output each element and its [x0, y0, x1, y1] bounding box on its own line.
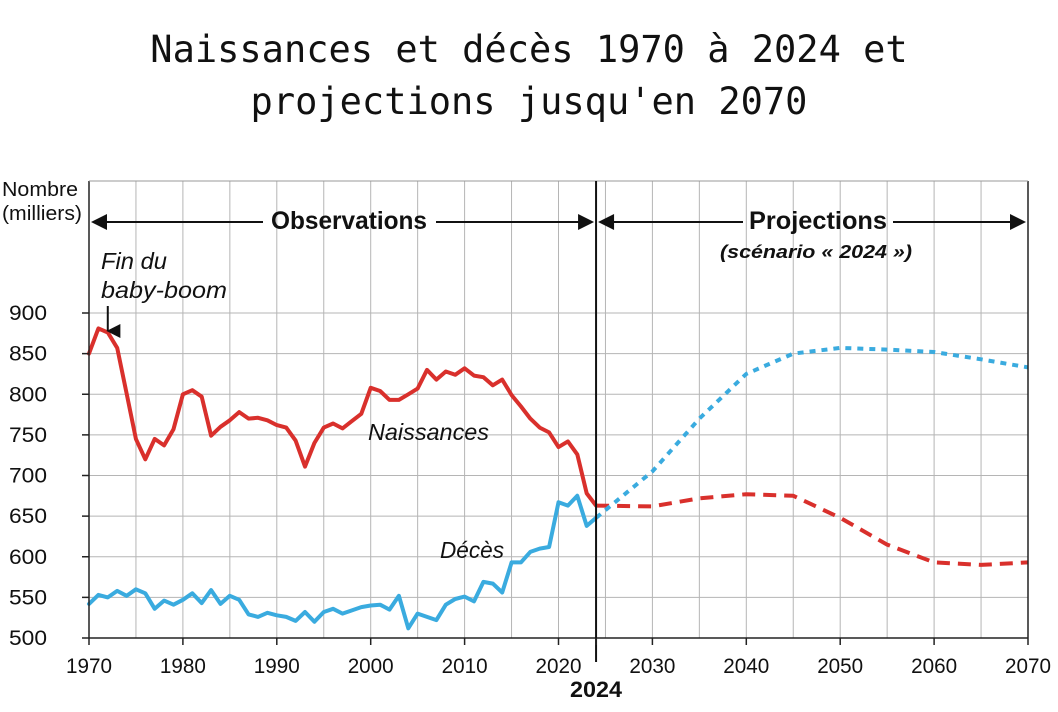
series-line-3 [594, 345, 1029, 520]
observations-arrowhead-left [91, 214, 107, 230]
x-tick-label-1970: 1970 [66, 655, 112, 678]
y-tick-label-500: 500 [9, 627, 47, 650]
x-tick-label-2040: 2040 [723, 655, 769, 678]
series-line-1 [596, 492, 1029, 567]
x-tick-label-2070: 2070 [1005, 655, 1051, 678]
period-label-observations: Observations [271, 207, 427, 235]
y-axis-label-line-1: Nombre [2, 179, 78, 201]
y-axis-label-line-2: (milliers) [2, 203, 82, 225]
x-tick-label-divider: 2024 [570, 677, 623, 702]
period-label-projections-scenario: (scénario « 2024 ») [720, 242, 912, 262]
series-label-naissances: Naissances [368, 419, 490, 445]
x-tick-label-2060: 2060 [911, 655, 957, 678]
x-tick-label-1980: 1980 [160, 655, 206, 678]
x-tick-label-2020: 2020 [536, 655, 582, 678]
series-line-2 [87, 493, 599, 631]
y-tick-label-700: 700 [9, 465, 47, 488]
y-tick-label-800: 800 [9, 383, 47, 406]
x-tick-label-2030: 2030 [629, 655, 675, 678]
x-tick-label-2050: 2050 [817, 655, 863, 678]
annotation-baby-boom-line-1: Fin du [101, 248, 167, 274]
chart-title-line-1: Naissances et décès 1970 à 2024 et [150, 28, 908, 71]
series-label-deces: Décès [440, 537, 504, 563]
grid [89, 181, 1028, 638]
y-tick-label-850: 850 [9, 343, 47, 366]
period-label-projections: Projections [749, 207, 887, 235]
labels: Nombre (milliers) Observations Projectio… [2, 179, 1026, 563]
x-tick-label-2000: 2000 [348, 655, 394, 678]
series-line-0 [87, 326, 599, 508]
y-tick-label-650: 650 [9, 505, 47, 528]
y-tick-label-600: 600 [9, 546, 47, 569]
chart-title-line-2: projections jusqu'en 2070 [250, 80, 808, 123]
y-tick-label-550: 550 [9, 586, 47, 609]
projections-arrowhead-left [598, 214, 615, 230]
annotation-baby-boom-line-2: baby-boom [101, 277, 227, 303]
observations-arrowhead-right [578, 214, 595, 230]
x-tick-label-1990: 1990 [254, 655, 300, 678]
y-tick-label-900: 900 [9, 302, 47, 325]
y-tick-label-750: 750 [9, 424, 47, 447]
x-tick-label-2010: 2010 [442, 655, 488, 678]
chart-title: Naissances et décès 1970 à 2024 et proje… [0, 24, 1058, 128]
series-layer [87, 326, 1029, 631]
axes: 1970 1980 1990 2000 2010 2020 2030 2040 2050 2060… [9, 180, 1051, 702]
projections-arrowhead-right [1010, 214, 1026, 230]
